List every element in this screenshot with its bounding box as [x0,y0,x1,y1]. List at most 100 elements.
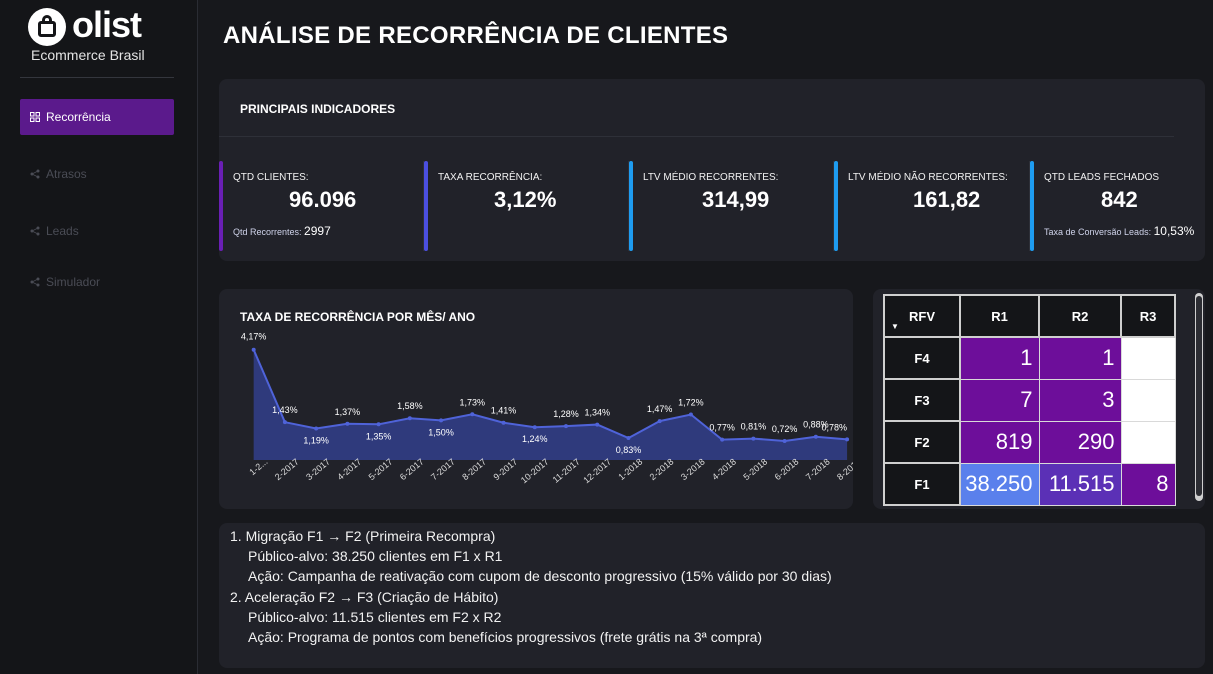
rfv-column-header[interactable]: R1 [959,294,1040,338]
data-point[interactable] [845,437,850,442]
x-tick-label: 3-2017 [304,456,332,482]
data-label: 1,19% [303,436,329,446]
nav-item-leads[interactable]: Leads [20,213,174,249]
x-tick-label: 8-2017 [460,456,488,482]
kpi-sub-value: 2997 [304,224,331,238]
x-tick-label: 10-2017 [519,456,551,485]
x-tick-label: 2-2017 [273,456,301,482]
rfv-cell: 3 [1038,378,1122,422]
data-point[interactable] [439,418,444,423]
x-tick-label: 1-2018 [616,456,644,482]
share-icon [30,277,40,287]
data-point[interactable] [282,420,287,425]
rfv-row-header: F2 [883,420,961,464]
rfv-row-header: F3 [883,378,961,422]
sort-down-icon[interactable]: ▼ [891,322,899,331]
kpi-value: 96.096 [289,187,357,212]
data-point[interactable] [657,419,662,424]
sidebar-divider [20,77,174,78]
recurrence-area-chart[interactable]: 4,17%1-2...1,43%2-20171,19%3-20171,37%4-… [219,289,853,509]
kpi-sub-label: Taxa de Conversão Leads: [1044,227,1152,237]
rfv-matrix: ▼ RFV R1 R2 R3 F4 1 1 F3 7 3 F2 [883,294,1176,506]
rfv-cell: 38.250 [959,462,1040,506]
kpi-label: QTD LEADS FECHADOS [1044,172,1160,183]
kpi-accent-bar [1030,161,1034,251]
plan-heading: 1. Migração F1 → F2 (Primeira Recompra) [230,528,496,544]
data-label: 1,34% [584,408,610,418]
data-point[interactable] [470,412,475,417]
kpi-value: 842 [1101,187,1138,212]
rfv-row-header: F4 [883,336,961,380]
kpi-divider [219,136,1174,137]
kpi-accent-bar [219,161,223,251]
rfv-matrix-panel: ▼ RFV R1 R2 R3 F4 1 1 F3 7 3 F2 [873,289,1205,509]
rfv-row: F2 819 290 [883,420,1176,464]
plan-action: Ação: Programa de pontos com benefícios … [248,629,763,645]
rfv-cell [1120,336,1176,380]
rfv-column-header[interactable]: R3 [1120,294,1176,338]
data-point[interactable] [688,412,693,417]
rfv-row: F1 38.250 11.515 8 [883,462,1176,506]
nav-item-simulador[interactable]: Simulador [20,264,174,300]
plan-heading: 2. Aceleração F2 → F3 (Criação de Hábito… [230,589,499,605]
data-point[interactable] [407,416,412,421]
data-label: 0,83% [616,445,642,455]
shopping-bag-icon [28,8,66,46]
x-tick-label: 4-2018 [710,456,738,482]
data-point[interactable] [813,434,818,439]
data-label: 0,72% [772,424,798,434]
x-tick-label: 5-2018 [741,456,769,482]
sidebar: olist Ecommerce Brasil Recorrência Atras… [0,0,198,674]
kpi-label: QTD CLIENTES: [233,172,309,183]
kpi-accent-bar [424,161,428,251]
data-point[interactable] [376,422,381,427]
kpi-value: 314,99 [702,187,770,212]
data-label: 1,37% [335,407,361,417]
data-point[interactable] [345,421,350,426]
rfv-corner-label: RFV [909,308,935,324]
data-point[interactable] [532,425,537,430]
data-point[interactable] [720,437,725,442]
kpi-value: 3,12% [494,187,557,212]
data-label: 0,78% [822,422,848,432]
brand-subtitle: Ecommerce Brasil [31,47,145,63]
rfv-scrollbar[interactable] [1195,293,1203,501]
data-point[interactable] [314,426,319,431]
data-label: 0,81% [741,422,767,432]
data-point[interactable] [782,438,787,443]
nav-item-recorrencia[interactable]: Recorrência [20,99,174,135]
area-fill [253,349,848,460]
kpi-panel: PRINCIPAIS INDICADORES QTD CLIENTES: 96.… [219,79,1205,261]
data-label: 1,24% [522,434,548,444]
plan-target: Público-alvo: 38.250 clientes em F1 x R1 [248,548,503,564]
share-icon [30,226,40,236]
data-point[interactable] [251,347,256,352]
rfv-header-row: ▼ RFV R1 R2 R3 [883,294,1176,338]
data-point[interactable] [751,436,756,441]
rfv-cell: 7 [959,378,1040,422]
rfv-cell: 1 [959,336,1040,380]
chart-title: TAXA DE RECORRÊNCIA POR MÊS/ ANO [240,310,476,324]
kpi-label: TAXA RECORRÊNCIA: [438,172,543,183]
rfv-corner-header[interactable]: ▼ RFV [883,294,961,338]
nav-item-atrasos[interactable]: Atrasos [20,156,174,192]
kpi-label: LTV MÉDIO NÃO RECORRENTES: [848,172,1008,183]
rfv-column-header[interactable]: R2 [1038,294,1122,338]
data-point[interactable] [626,436,631,441]
data-point[interactable] [595,422,600,427]
data-label: 1,47% [647,404,673,414]
share-icon [30,169,40,179]
data-point[interactable] [501,420,506,425]
kpi-panel-title: PRINCIPAIS INDICADORES [240,102,396,116]
data-label: 1,43% [272,405,298,415]
data-label: 1,50% [428,427,454,437]
rfv-cell: 8 [1120,462,1176,506]
nav-label: Recorrência [46,110,111,124]
x-tick-label: 6-2017 [398,456,426,482]
rfv-scrollbar-thumb[interactable] [1196,296,1202,496]
kpi-sub-label: Qtd Recorrentes: [233,227,302,237]
kpi-card-ltv-nao-recorrentes: LTV MÉDIO NÃO RECORRENTES: 161,82 [834,161,1030,251]
data-point[interactable] [563,424,568,429]
x-tick-label: 5-2017 [367,456,395,482]
recurrence-chart-panel: TAXA DE RECORRÊNCIA POR MÊS/ ANO 4,17% 1-… [219,289,853,509]
